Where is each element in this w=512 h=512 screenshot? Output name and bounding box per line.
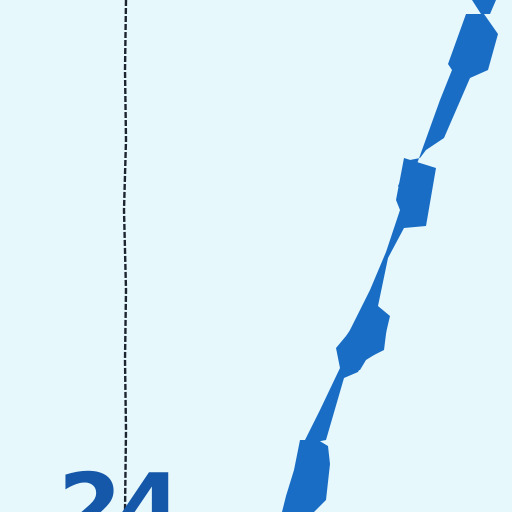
route-segment	[398, 14, 498, 200]
boundary-line	[122, 0, 128, 512]
route-segment	[282, 440, 330, 512]
route-line[interactable]	[282, 0, 498, 512]
route-segment	[302, 316, 388, 446]
route-number-label: 24	[58, 454, 182, 512]
route-segment	[472, 0, 496, 14]
